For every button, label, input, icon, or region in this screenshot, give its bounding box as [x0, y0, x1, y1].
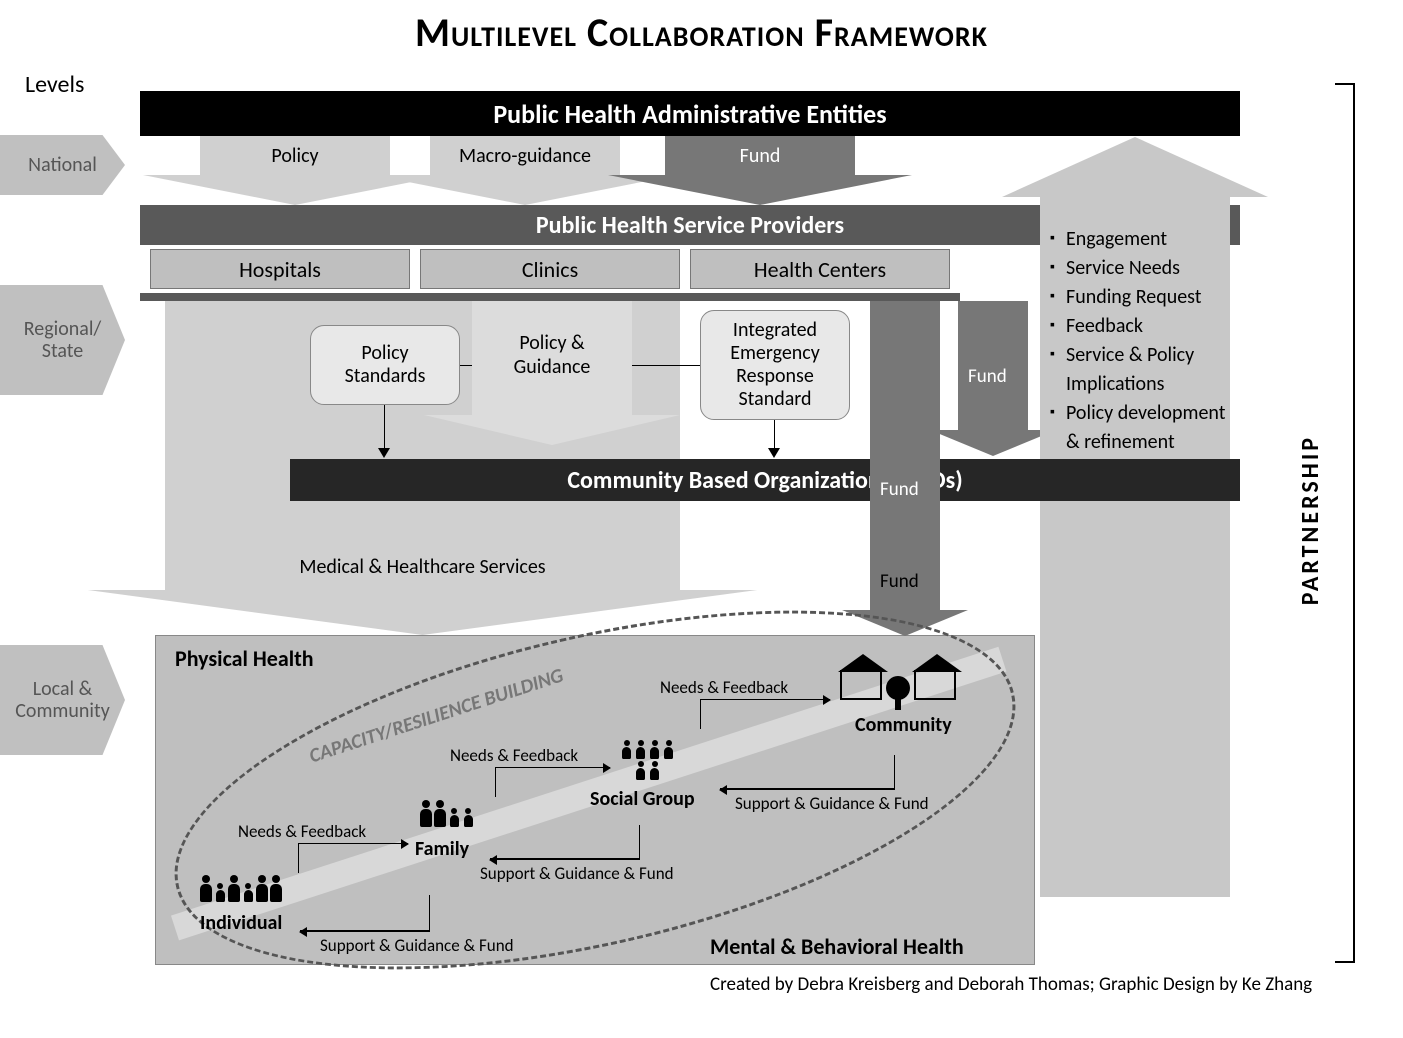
arrow-policy-guidance-label: Policy & Guidance	[472, 301, 632, 416]
partnership-item: Service & Policy Implications	[1050, 341, 1240, 399]
bar-admin-entities: Public Health Administrative Entities	[140, 91, 1240, 136]
arrow-policy-guidance: Policy & Guidance	[472, 301, 632, 445]
level-local: Local & Community	[0, 645, 125, 755]
label-mental-health: Mental & Behavioral Health	[710, 933, 964, 960]
partnership-item: Engagement	[1050, 225, 1240, 254]
arrow-policy: Policy	[200, 136, 390, 205]
arrow-sg-2	[490, 825, 640, 859]
partnership-item: Feedback	[1050, 312, 1240, 341]
individual-icon	[200, 875, 282, 902]
label-physical-health: Physical Health	[175, 645, 314, 672]
bar-cbos: Community Based Organizations (CBOs)	[290, 459, 1240, 501]
label-family: Family	[415, 837, 469, 861]
arrow-fund-2-label-a: Fund	[880, 478, 919, 501]
flow-support-1: Support & Guidance & Fund	[320, 935, 514, 956]
provider-underline	[140, 293, 960, 301]
partnership-item: Policy development & refinement	[1050, 399, 1240, 457]
connector-down-1	[384, 405, 385, 449]
family-icon	[420, 800, 474, 827]
label-individual: Individual	[200, 911, 282, 935]
arrow-fund-3-label: Fund	[968, 365, 1007, 388]
arrowhead-2	[768, 448, 780, 458]
arrow-fund-2-label-b: Fund	[880, 570, 919, 593]
arrow-fund-1: Fund	[665, 136, 855, 205]
box-policy-standards: Policy Standards	[310, 325, 460, 405]
arrow-nf-2	[495, 767, 610, 797]
box-health-centers: Health Centers	[690, 249, 950, 289]
arrow-fund-1-label: Fund	[665, 136, 855, 176]
flow-needs-2: Needs & Feedback	[450, 745, 578, 766]
arrow-nf-1	[298, 843, 408, 873]
flow-support-3: Support & Guidance & Fund	[735, 793, 929, 814]
arrow-sg-1	[300, 895, 430, 931]
level-regional: Regional/ State	[0, 285, 125, 395]
partnership-item: Service Needs	[1050, 254, 1240, 283]
connector-1	[460, 365, 472, 366]
connector-down-2	[774, 420, 775, 449]
diagram-container: Levels National Regional/ State Local & …	[0, 65, 1403, 1005]
box-clinics: Clinics	[420, 249, 680, 289]
box-hospitals: Hospitals	[150, 249, 410, 289]
bracket-cap-bottom	[1335, 961, 1355, 963]
label-community: Community	[855, 713, 952, 737]
arrow-macro-guidance: Macro-guidance	[430, 136, 620, 205]
level-national: National	[0, 135, 125, 195]
box-response-standard: Integrated Emergency Response Standard	[700, 310, 850, 420]
connector-2	[632, 365, 700, 366]
arrowhead-1	[378, 448, 390, 458]
social-group-icon	[620, 740, 675, 780]
partnership-list: Engagement Service Needs Funding Request…	[1050, 225, 1240, 457]
credit-line: Created by Debra Kreisberg and Deborah T…	[710, 973, 1312, 996]
flow-needs-1: Needs & Feedback	[238, 821, 366, 842]
arrow-sg-3	[720, 755, 895, 789]
levels-heading: Levels	[25, 70, 84, 99]
arrow-policy-label: Policy	[200, 136, 390, 176]
arrow-macro-guidance-label: Macro-guidance	[430, 136, 620, 176]
partnership-bracket	[1345, 83, 1355, 963]
framework-title: Multilevel Collaboration Framework	[0, 0, 1403, 65]
partnership-label: PARTNERSHIP	[1296, 435, 1325, 605]
flow-support-2: Support & Guidance & Fund	[480, 863, 674, 884]
community-icon	[840, 670, 956, 700]
partnership-item: Funding Request	[1050, 283, 1240, 312]
flow-needs-3: Needs & Feedback	[660, 677, 788, 698]
arrow-nf-3	[700, 699, 830, 729]
bracket-cap-top	[1335, 83, 1355, 85]
